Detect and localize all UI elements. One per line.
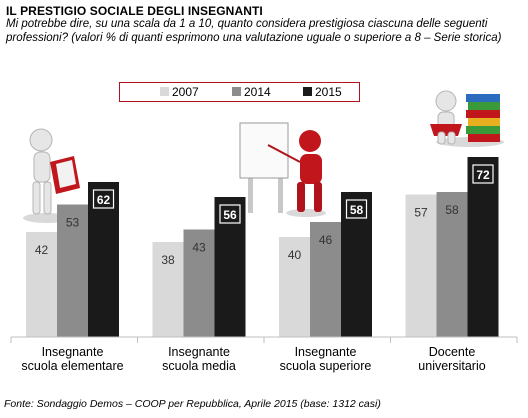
chart-subtitle: Mi potrebbe dire, su una scala da 1 a 10… xyxy=(6,18,502,44)
bar-2014-2 xyxy=(310,222,341,337)
person-with-books-icon xyxy=(430,90,504,147)
category-label-3-1: universitario xyxy=(418,359,485,373)
data-label-2015-0: 62 xyxy=(97,193,111,207)
legend-label-2007: 2007 xyxy=(172,85,199,99)
data-label-2007-2: 40 xyxy=(288,248,302,262)
data-label-2015-1: 56 xyxy=(223,208,237,222)
legend-swatch-2014 xyxy=(232,87,241,96)
chart-title: IL PRESTIGIO SOCIALE DEGLI INSEGNANTI xyxy=(6,4,263,18)
data-label-2014-1: 43 xyxy=(192,241,206,255)
bar-2014-1 xyxy=(183,229,215,337)
legend-swatch-2015 xyxy=(303,87,312,96)
legend-label-2015: 2015 xyxy=(315,85,342,99)
bar-2007-2 xyxy=(279,237,310,337)
person-at-whiteboard-icon xyxy=(239,122,326,217)
category-label-2-1: scuola superiore xyxy=(280,359,372,373)
data-label-box-2015-0 xyxy=(92,189,115,209)
bar-2007-3 xyxy=(405,194,437,337)
data-label-box-2015-2 xyxy=(345,199,368,219)
data-label-box-2015-1 xyxy=(219,204,241,224)
data-label-2014-3: 58 xyxy=(445,203,459,217)
data-label-2014-2: 46 xyxy=(319,233,333,247)
bar-2015-3 xyxy=(467,157,499,337)
category-label-1-0: Insegnante xyxy=(168,345,230,359)
legend-swatch-2007 xyxy=(160,87,169,96)
data-label-box-2015-3 xyxy=(472,164,494,184)
data-label-2014-0: 53 xyxy=(66,216,80,230)
category-label-3-0: Docente xyxy=(429,345,476,359)
category-label-2-0: Insegnante xyxy=(295,345,357,359)
data-label-2015-2: 58 xyxy=(350,203,364,217)
category-label-1-1: scuola media xyxy=(162,359,236,373)
legend-label-2014: 2014 xyxy=(244,85,271,99)
source-note: Fonte: Sondaggio Demos – COOP per Repubb… xyxy=(4,398,381,410)
data-label-2007-3: 57 xyxy=(414,206,428,220)
bar-2007-0 xyxy=(26,232,57,337)
chart-legend: 2007 2014 2015 xyxy=(119,82,360,102)
bar-2014-0 xyxy=(57,204,88,337)
data-label-2015-3: 72 xyxy=(476,168,490,182)
bar-2007-1 xyxy=(152,242,184,337)
bar-2014-3 xyxy=(436,192,468,337)
data-label-2007-0: 42 xyxy=(35,243,49,257)
category-label-0-1: scuola elementare xyxy=(21,359,123,373)
data-label-2007-1: 38 xyxy=(161,253,175,267)
category-label-0-0: Insegnante xyxy=(42,345,104,359)
